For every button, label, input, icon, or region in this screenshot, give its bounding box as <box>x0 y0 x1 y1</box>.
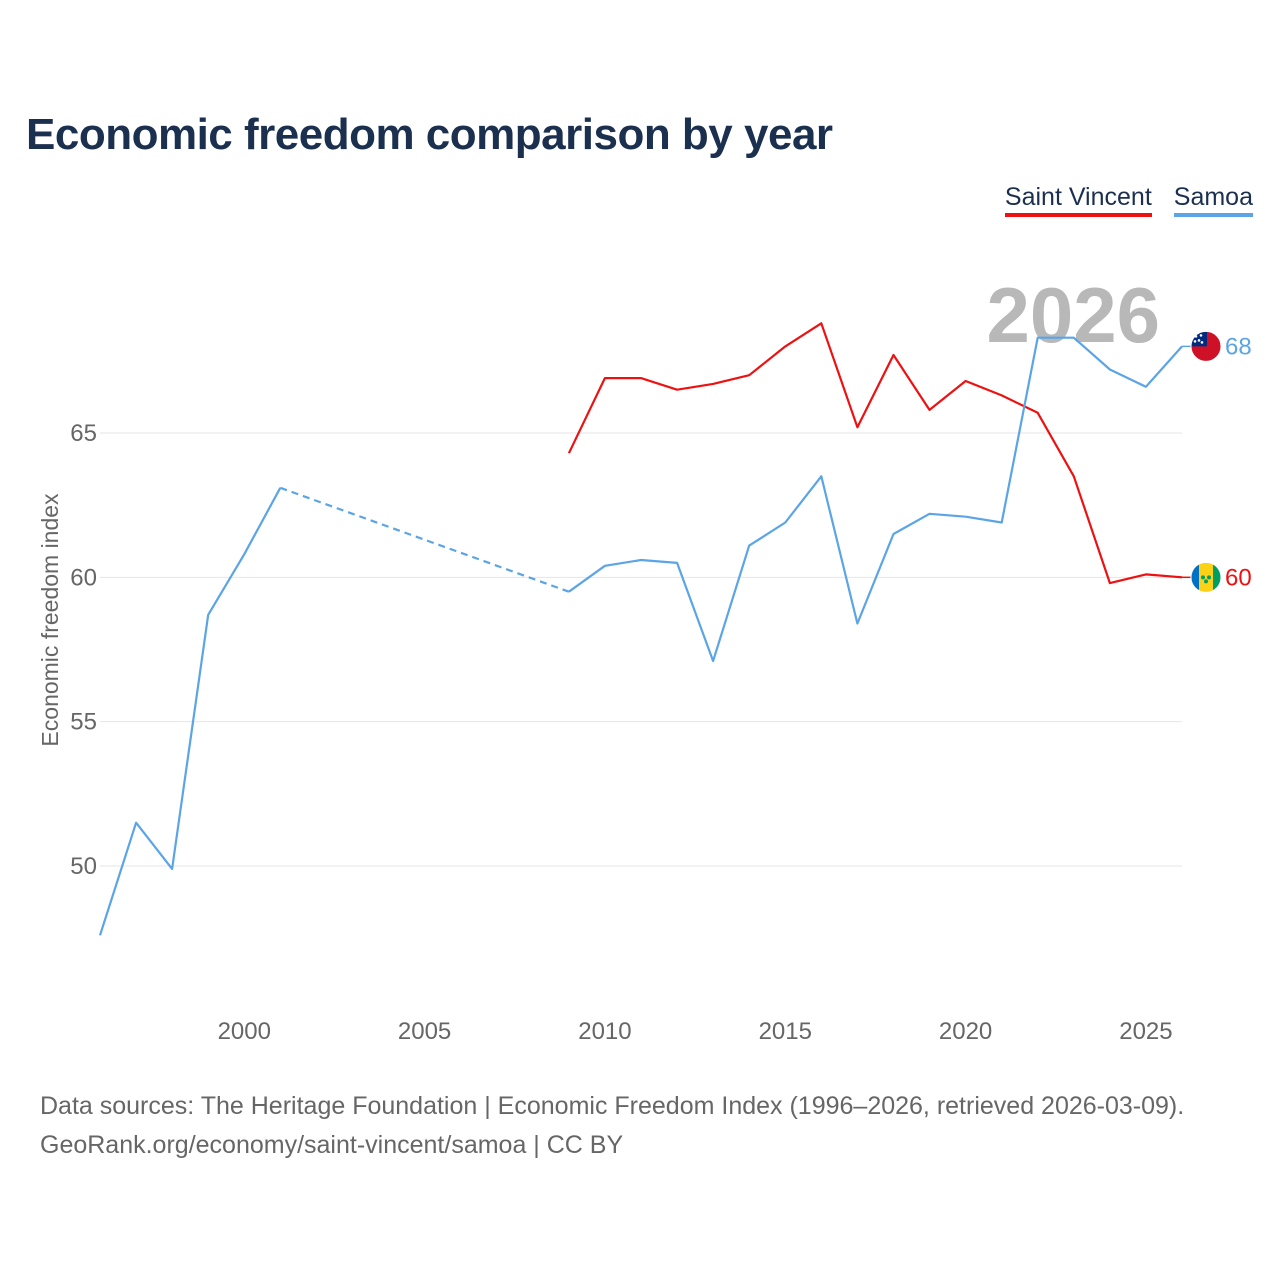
legend-item-samoa[interactable]: Samoa <box>1173 183 1253 217</box>
source-line-1: Data sources: The Heritage Foundation | … <box>40 1092 1185 1120</box>
y-tick-label: 60 <box>70 564 97 591</box>
x-tick-label: 2025 <box>1119 1018 1172 1045</box>
x-tick-label: 2020 <box>939 1018 992 1045</box>
saint-vincent-flag-icon <box>1190 561 1222 593</box>
source-note: Data sources: The Heritage Foundation | … <box>40 1087 1184 1165</box>
legend-item-saint-vincent[interactable]: Saint Vincent <box>1004 183 1152 217</box>
current-year-label: 2026 <box>986 271 1160 359</box>
y-tick-label: 65 <box>70 420 97 447</box>
chart-title: Economic freedom comparison by year <box>26 110 833 159</box>
samoa-flag-icon <box>1190 330 1222 362</box>
series-line-samoa[interactable] <box>568 336 1183 663</box>
y-tick-label: 50 <box>70 853 97 880</box>
x-tick-label: 2005 <box>398 1018 451 1045</box>
series-line-samoa-gap[interactable] <box>279 486 570 593</box>
x-tick-label: 2000 <box>218 1018 271 1045</box>
y-axis-label: Economic freedom index <box>37 493 63 747</box>
legend: Saint Vincent Samoa <box>1004 183 1253 217</box>
x-tick-label: 2010 <box>578 1018 631 1045</box>
x-tick-label: 2015 <box>759 1018 812 1045</box>
line-chart: 50 55 60 65 2000 2005 2010 2015 2020 2025 2026 6… <box>37 271 1252 1045</box>
series-line-samoa[interactable] <box>98 487 282 936</box>
y-tick-label: 55 <box>70 709 97 736</box>
series-line-saint-vincent[interactable] <box>567 322 1183 585</box>
end-value-label-samoa: 68 <box>1225 333 1252 360</box>
end-value-label-saint-vincent: 60 <box>1225 564 1252 591</box>
source-line-2[interactable]: GeoRank.org/economy/saint-vincent/samoa … <box>40 1131 624 1159</box>
